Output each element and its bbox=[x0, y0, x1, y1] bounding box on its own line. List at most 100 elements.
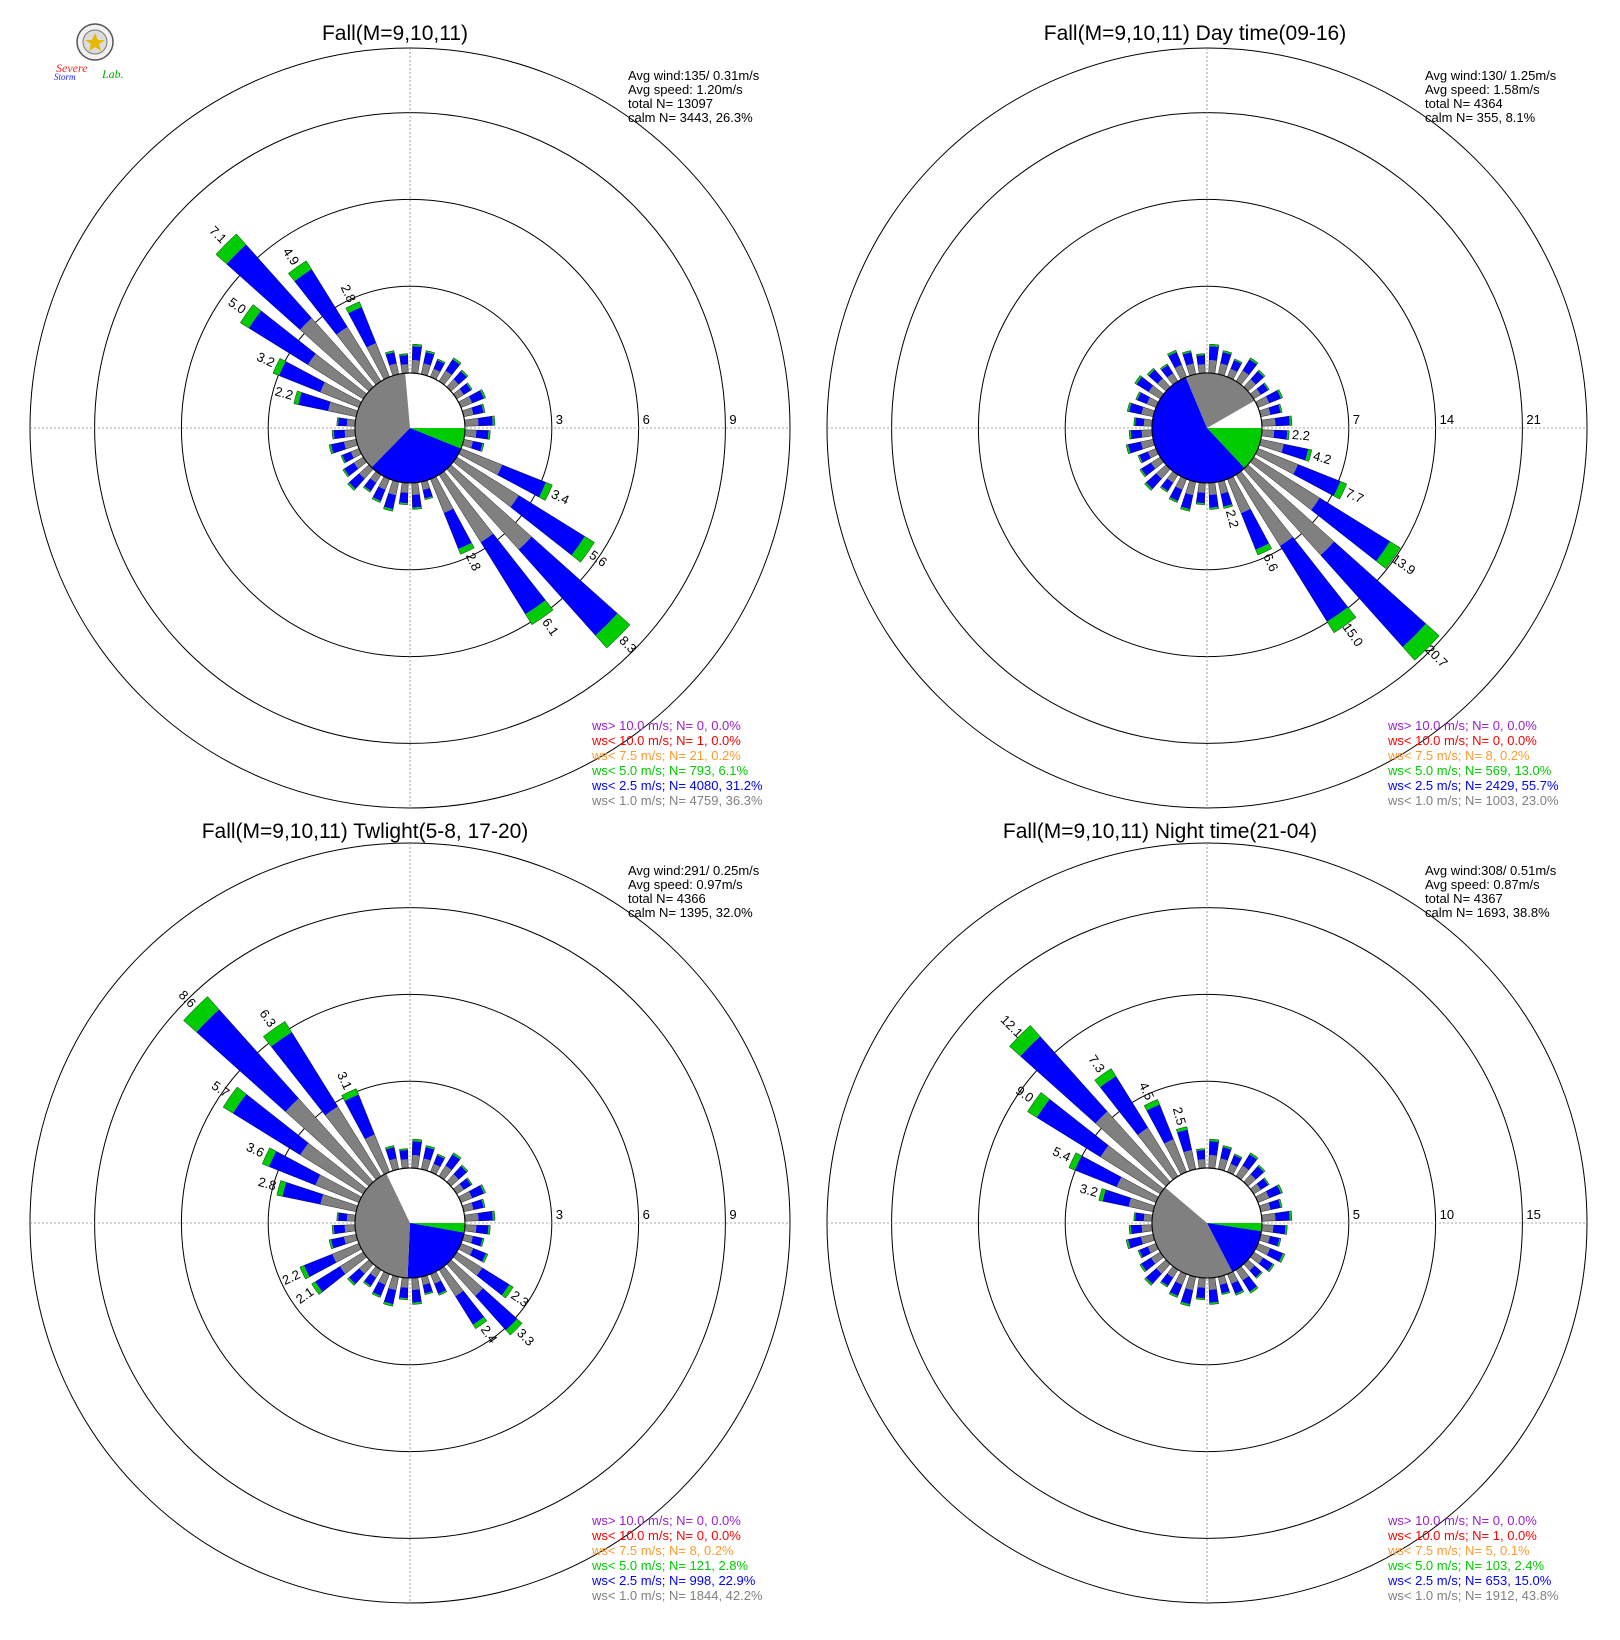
wind-bar-segment bbox=[341, 1088, 359, 1102]
wind-bar-segment bbox=[363, 486, 371, 493]
wind-bar-segment bbox=[497, 464, 547, 498]
wind-bar-segment bbox=[1160, 1281, 1168, 1288]
wind-bar-segment bbox=[421, 363, 431, 376]
wind-bar-segment bbox=[338, 417, 348, 427]
stats-line: Avg speed: 0.87m/s bbox=[1425, 877, 1540, 892]
wind-bar-segment bbox=[1263, 382, 1270, 391]
wind-bar-segment bbox=[328, 401, 358, 417]
wind-bar-segment bbox=[1134, 375, 1142, 385]
legend-entry: ws< 10.0 m/s; N= 0, 0.0% bbox=[591, 1528, 741, 1543]
wind-bar-segment bbox=[1218, 1275, 1227, 1285]
wind-bar-segment bbox=[1186, 363, 1196, 376]
wind-bar-segment bbox=[1169, 497, 1178, 503]
wind-bar-segment bbox=[1261, 418, 1276, 427]
wind-bar-segment bbox=[345, 301, 362, 314]
wind-bar-segment bbox=[329, 444, 334, 454]
wind-bar-segment bbox=[1280, 536, 1348, 622]
wind-bar-segment bbox=[364, 1273, 377, 1287]
wind-bar-segment bbox=[1148, 385, 1164, 400]
bar-percent-label: 2.2 bbox=[273, 384, 294, 403]
legend-entry: ws< 5.0 m/s; N= 103, 2.4% bbox=[1387, 1558, 1545, 1573]
bar-percent-label: 4.9 bbox=[280, 245, 303, 268]
wind-bar-segment bbox=[1376, 541, 1401, 569]
wind-bar-segment bbox=[1243, 379, 1256, 392]
legend-entry: ws< 1.0 m/s; N= 1912, 43.8% bbox=[1387, 1588, 1559, 1603]
wind-bar-segment bbox=[1197, 1159, 1206, 1169]
wind-bar-segment bbox=[1135, 391, 1141, 401]
wind-bar-segment bbox=[1221, 1291, 1230, 1295]
wind-bar-segment bbox=[370, 471, 382, 483]
wind-bar-segment bbox=[1274, 1211, 1290, 1221]
wind-bar-segment bbox=[481, 404, 486, 413]
wind-bar-segment bbox=[1235, 1165, 1249, 1180]
bar-percent-label: 2.2 bbox=[1291, 427, 1310, 444]
wind-bar-segment bbox=[464, 1224, 477, 1233]
legend-entry: ws< 5.0 m/s; N= 569, 13.0% bbox=[1387, 763, 1552, 778]
wind-bar-segment bbox=[1137, 1250, 1143, 1259]
wind-bar-segment bbox=[424, 1291, 433, 1295]
wind-bar-segment bbox=[1250, 1251, 1263, 1264]
wind-bar-segment bbox=[1116, 1177, 1159, 1203]
wind-bar-segment bbox=[1258, 1257, 1273, 1271]
wind-bar-segment bbox=[320, 382, 362, 408]
wind-bar-segment bbox=[1249, 1286, 1259, 1294]
logo-seal-icon: Severe Storm Lab. bbox=[54, 23, 124, 82]
wind-bar-segment bbox=[300, 318, 374, 392]
wind-bar-segment bbox=[1139, 451, 1151, 463]
radial-tick-label: 9 bbox=[729, 1207, 736, 1222]
wind-bar-segment bbox=[1265, 1185, 1281, 1199]
wind-bar-segment bbox=[263, 1021, 292, 1047]
radial-tick-label: 3 bbox=[556, 1207, 563, 1222]
wind-bar-segment bbox=[399, 1287, 408, 1299]
wind-bar-segment bbox=[468, 1185, 484, 1199]
calm-pie-slice bbox=[1207, 428, 1262, 469]
wind-bar-segment bbox=[464, 1213, 479, 1222]
calm-pie-slice bbox=[1151, 377, 1245, 483]
wind-bar-segment bbox=[460, 369, 469, 378]
bar-percent-label: 7.3 bbox=[1085, 1052, 1108, 1075]
bar-percent-label: 3.2 bbox=[1078, 1181, 1099, 1200]
wind-bar-segment bbox=[343, 439, 358, 450]
wind-bar-segment bbox=[1255, 1271, 1263, 1279]
wind-bar-segment bbox=[466, 1177, 473, 1186]
wind-bar-segment bbox=[400, 364, 409, 374]
wind-bar-segment bbox=[1130, 430, 1143, 439]
bar-percent-label: 2.2 bbox=[1223, 508, 1242, 529]
bar-percent-label: 2.3 bbox=[508, 1287, 531, 1310]
wind-bar-segment bbox=[278, 361, 325, 393]
wind-bar-segment bbox=[340, 1251, 367, 1274]
wind-bar-segment bbox=[1020, 1036, 1108, 1124]
wind-bar-segment bbox=[1261, 1213, 1276, 1222]
wind-bar-segment bbox=[1257, 1164, 1266, 1173]
wind-bar-segment bbox=[1241, 508, 1269, 550]
wind-bar-segment bbox=[1128, 1198, 1155, 1212]
legend-entry: ws> 10.0 m/s; N= 0, 0.0% bbox=[1387, 718, 1537, 733]
wind-bar-segment bbox=[1208, 1155, 1217, 1169]
wind-bar-segment bbox=[1227, 368, 1238, 380]
wind-bar-segment bbox=[1208, 1277, 1217, 1290]
wind-bar-segment bbox=[1130, 1225, 1143, 1234]
wind-bar-segment bbox=[1257, 369, 1266, 378]
wind-bar-segment bbox=[476, 1267, 510, 1296]
wind-bar-segment bbox=[1147, 368, 1155, 376]
wind-bar-segment bbox=[446, 464, 532, 550]
wind-bar-segment bbox=[1235, 1290, 1244, 1296]
stats-line: total N= 4364 bbox=[1425, 96, 1503, 111]
wind-bar-segment bbox=[1289, 415, 1293, 426]
wind-bar-segment bbox=[458, 396, 473, 408]
wind-bar-segment bbox=[1143, 1213, 1153, 1222]
stats-line: calm N= 355, 8.1% bbox=[1425, 110, 1536, 125]
wind-bar-segment bbox=[1243, 464, 1335, 556]
wind-bar-segment bbox=[344, 429, 356, 438]
wind-bar-segment bbox=[1180, 1301, 1191, 1307]
wind-bar-segment bbox=[1074, 1155, 1122, 1187]
calm-pie-slice bbox=[410, 1223, 465, 1233]
wind-bar-segment bbox=[288, 260, 312, 282]
panel-title: Fall(M=9,10,11) Day time(09-16) bbox=[1044, 22, 1346, 45]
wind-bar-segment bbox=[1272, 1225, 1286, 1235]
wind-bar-segment bbox=[1144, 1099, 1160, 1111]
wind-bar-segment bbox=[455, 1290, 484, 1325]
wind-bar-segment bbox=[1305, 449, 1312, 462]
wind-bar-segment bbox=[262, 1147, 277, 1167]
wind-bar-segment bbox=[1147, 448, 1159, 459]
